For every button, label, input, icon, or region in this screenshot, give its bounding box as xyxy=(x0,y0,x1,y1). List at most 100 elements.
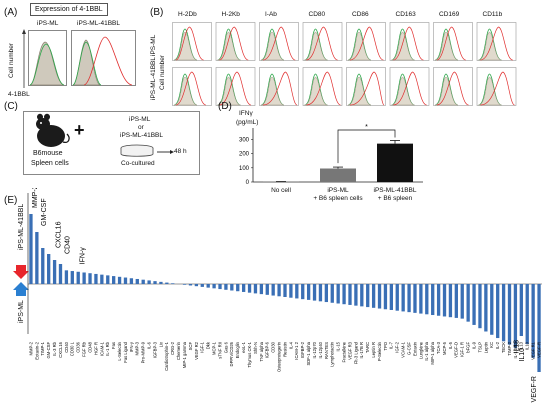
cytokine-tick-label: IL-9 xyxy=(471,341,476,349)
cytokine-tick-label: Endoglin xyxy=(235,341,240,358)
histogram-red xyxy=(480,26,513,61)
up-annotation: IFN-γ xyxy=(79,247,86,265)
bar xyxy=(348,284,352,305)
cytokine-tick-label: MMP-2 xyxy=(28,341,33,355)
histogram-gray xyxy=(391,76,415,106)
panel-d-yunit: (pg/mL) xyxy=(236,119,259,126)
cytokine-tick-label: TPO xyxy=(383,341,388,350)
panel-a-col2: iPS-ML-41BBL xyxy=(77,20,120,27)
cytokine-tick-label: TECK xyxy=(501,342,506,353)
cytokine-tick-label: VEGF R2 xyxy=(194,341,199,360)
cytokine-tick-label: VEGF-D xyxy=(454,342,459,358)
cytokine-tick-label: Fas Ligand xyxy=(123,341,128,362)
bar xyxy=(135,278,139,284)
cytokine-tick-label: MCP-1 xyxy=(212,341,217,355)
bar xyxy=(153,281,157,284)
cytokine-tick-label: G-CSF xyxy=(406,342,411,355)
cytokine-tick-label: Lix xyxy=(158,341,163,347)
bar xyxy=(182,284,187,285)
cytokine-tick-label: Resistin xyxy=(282,341,287,357)
bar xyxy=(283,284,287,297)
down-arrow-icon xyxy=(13,282,29,296)
bar xyxy=(159,281,163,284)
bar xyxy=(106,275,110,284)
bar xyxy=(52,260,57,284)
bar xyxy=(413,284,417,313)
panel-e-label: (E) xyxy=(4,195,18,206)
panel-d-label: (D) xyxy=(218,101,232,112)
cytokine-tick-label: Shh-N xyxy=(253,342,258,354)
histogram-gray xyxy=(478,31,502,61)
histogram-gray xyxy=(173,76,198,106)
bar xyxy=(531,284,535,358)
histogram-red xyxy=(219,26,249,61)
cytokine-tick-label: Dkk xyxy=(206,341,211,349)
y-tick-label: 100 xyxy=(239,166,250,172)
bar xyxy=(76,271,80,284)
histogram-gray xyxy=(347,31,372,61)
marker-label: H-2Kb xyxy=(221,11,240,18)
bar xyxy=(460,284,464,319)
cytokine-tick-label: IGFBP-6 xyxy=(265,341,270,358)
bar xyxy=(407,284,411,313)
cytokine-tick-label: IL-7 xyxy=(389,341,394,349)
cytokine-tick-label: FGF Rb xyxy=(82,341,87,357)
bar xyxy=(230,284,234,291)
cytokine-tick-label: TIMP-2 xyxy=(507,341,512,355)
significance-bracket xyxy=(337,129,396,164)
cytokine-tick-label: Cardiotrophin-1 xyxy=(164,341,169,371)
panel-c-top2: or xyxy=(138,124,144,131)
panel-e-top-label: iPS-ML-41BBL xyxy=(18,203,25,250)
bar xyxy=(206,284,210,288)
bar xyxy=(47,254,51,284)
y-tick-label: 200 xyxy=(239,152,250,158)
histogram-gray xyxy=(478,76,502,106)
bar xyxy=(247,284,252,293)
category-label: iPS-ML + B6 spleen cells xyxy=(313,187,363,202)
cytokine-tick-label: Chemerin xyxy=(176,341,181,360)
panel-b-row2: iPS-ML-41BBL xyxy=(150,57,157,100)
cytokine-tick-label: IL-1 Rb xyxy=(105,341,110,355)
bar xyxy=(490,284,494,335)
histogram-red xyxy=(219,71,252,106)
cytokine-tick-label: CD30 xyxy=(271,341,276,352)
bar xyxy=(289,284,293,298)
panel-d-ytitle: IFNγ xyxy=(239,110,253,117)
histogram-red xyxy=(393,26,424,61)
histogram-red xyxy=(306,26,338,61)
marker-label: CD80 xyxy=(308,11,326,18)
bar xyxy=(165,282,169,284)
bar xyxy=(241,284,246,292)
cytokine-tick-label: Leptin R xyxy=(371,342,376,358)
panel-a-histograms xyxy=(28,30,136,86)
panel-c-bottom: Co-cultured xyxy=(121,160,155,167)
cytokine-tick-label: VEGF R1 xyxy=(531,341,536,360)
bar xyxy=(117,276,122,284)
cytokine-tick-label: VEGF R3 xyxy=(347,341,352,360)
panel-e-arrows xyxy=(13,265,29,296)
histogram-gray xyxy=(173,31,198,61)
cytokine-tick-label: TNF alpha xyxy=(259,341,264,361)
up-annotation: CD40 xyxy=(65,236,72,254)
culture-dish-icon xyxy=(120,144,174,157)
cytokine-tick-label: IL13 xyxy=(519,341,524,350)
significance-star: * xyxy=(365,124,368,131)
bar xyxy=(366,284,370,308)
bar xyxy=(525,284,529,344)
cytokine-tick-label: Fractalkine xyxy=(341,341,346,362)
panel-a-xlabel: 4-1BBL xyxy=(8,91,30,98)
cytokine-tick-label: CXCL16 xyxy=(58,341,63,357)
histogram-red xyxy=(175,26,204,61)
cytokine-tick-label: Lymphotactin xyxy=(330,341,335,366)
histogram-red xyxy=(480,71,515,106)
cytokine-tick-label: IL10 xyxy=(525,341,530,350)
bar xyxy=(425,284,429,315)
cytokine-tick-label: IGF-1 R xyxy=(460,342,465,357)
y-tick-label: 0 xyxy=(246,180,250,186)
bar xyxy=(431,284,435,316)
cytokine-tick-label: CD30 L xyxy=(70,341,75,356)
bar xyxy=(218,284,222,290)
cytokine-tick-label: CD48 xyxy=(87,341,92,352)
panel-a-title-box: Expression of 4-1BBL xyxy=(30,3,108,16)
cytokine-tick-label: SCF xyxy=(188,342,193,351)
